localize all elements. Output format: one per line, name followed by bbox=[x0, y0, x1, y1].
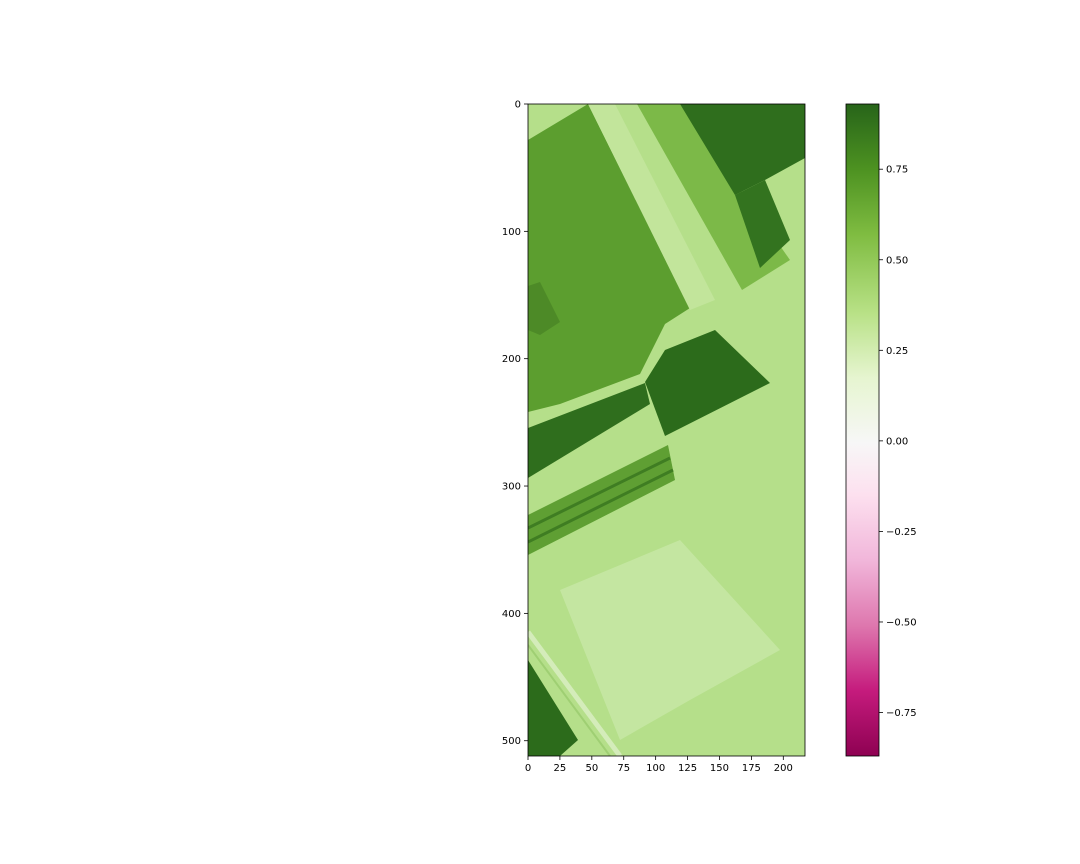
colorbar-tick-label: −0.25 bbox=[886, 527, 917, 538]
road-line bbox=[528, 644, 611, 756]
y-tick-label: 0 bbox=[515, 100, 521, 111]
image-frame bbox=[527, 103, 806, 757]
colorbar-tick-label: 0.00 bbox=[886, 436, 908, 447]
region-diagonal-strip bbox=[588, 104, 715, 310]
region-upper-right-field bbox=[680, 104, 805, 195]
heatmap-image bbox=[528, 104, 805, 756]
colorbar-tick-label: 0.25 bbox=[886, 346, 908, 357]
x-tick-label: 0 bbox=[525, 763, 531, 774]
region-dark-band bbox=[528, 383, 650, 478]
road-line bbox=[528, 630, 623, 756]
x-tick-label: 100 bbox=[646, 763, 665, 774]
x-tick-label: 125 bbox=[678, 763, 697, 774]
x-tick-label: 150 bbox=[710, 763, 729, 774]
y-axis: 0 100 200 300 400 500 bbox=[502, 100, 528, 747]
colorbar bbox=[845, 103, 880, 757]
x-axis: 0 25 50 75 100 125 150 175 200 bbox=[525, 756, 793, 774]
colorbar-tick-label: −0.75 bbox=[886, 708, 917, 719]
x-tick-label: 200 bbox=[774, 763, 793, 774]
x-tick-label: 175 bbox=[742, 763, 761, 774]
y-tick-label: 400 bbox=[502, 609, 521, 620]
colorbar-tick-label: −0.50 bbox=[886, 617, 917, 628]
colorbar-tick-label: 0.75 bbox=[886, 165, 908, 176]
y-tick-label: 300 bbox=[502, 482, 521, 493]
x-tick-label: 25 bbox=[554, 763, 567, 774]
y-tick-label: 200 bbox=[502, 354, 521, 365]
stripe-line bbox=[528, 456, 671, 530]
y-tick-label: 500 bbox=[502, 736, 521, 747]
region-right-dark-field bbox=[735, 180, 790, 268]
stripe-line bbox=[528, 468, 674, 544]
region-upper-left-field bbox=[528, 104, 690, 412]
x-tick-label: 75 bbox=[617, 763, 630, 774]
x-tick-label: 50 bbox=[585, 763, 598, 774]
region-central-dark-field bbox=[645, 330, 770, 436]
region-bottom-left-field bbox=[528, 660, 578, 756]
region-lower-field bbox=[560, 540, 780, 740]
colorbar-tick-label: 0.50 bbox=[886, 255, 908, 266]
y-tick-label: 100 bbox=[502, 227, 521, 238]
region-small-square bbox=[528, 282, 560, 335]
colorbar-axis: 0.75 0.50 0.25 0.00 −0.25 −0.50 −0.75 bbox=[879, 165, 917, 719]
